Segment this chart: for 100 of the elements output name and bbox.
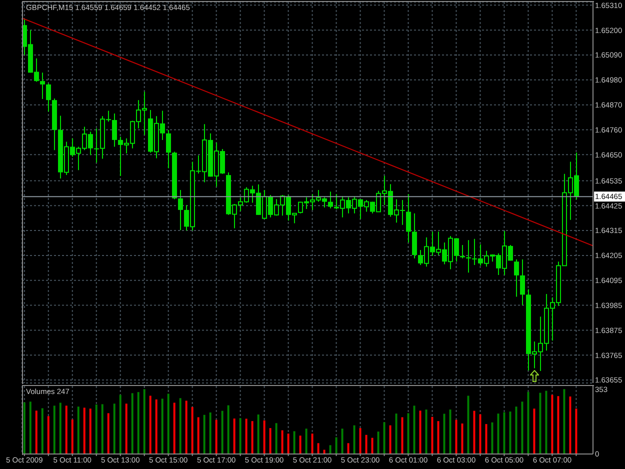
bar bbox=[485, 424, 488, 454]
bar bbox=[245, 418, 248, 454]
bar bbox=[281, 430, 284, 454]
bar bbox=[191, 406, 194, 454]
candlestick bbox=[412, 212, 417, 259]
bar bbox=[311, 434, 314, 454]
bar bbox=[233, 418, 236, 454]
bar bbox=[377, 432, 380, 454]
candlestick bbox=[178, 190, 183, 231]
bar bbox=[353, 425, 356, 454]
bar bbox=[455, 420, 458, 454]
candlestick bbox=[520, 258, 525, 306]
bar bbox=[329, 445, 332, 454]
candlestick bbox=[406, 194, 411, 244]
bar bbox=[545, 390, 548, 454]
bar bbox=[227, 405, 230, 454]
bar bbox=[557, 396, 560, 454]
bar bbox=[575, 408, 578, 454]
bar bbox=[47, 416, 50, 454]
bar bbox=[395, 414, 398, 454]
bar bbox=[179, 398, 182, 454]
bar bbox=[89, 408, 92, 454]
bar bbox=[419, 410, 422, 454]
bar bbox=[101, 404, 104, 454]
bar bbox=[473, 410, 476, 454]
bar bbox=[293, 431, 296, 454]
bar bbox=[515, 406, 518, 454]
bar bbox=[467, 396, 470, 454]
bar bbox=[257, 414, 260, 454]
candlestick bbox=[46, 82, 51, 112]
bar bbox=[503, 412, 506, 454]
bar bbox=[287, 434, 290, 454]
bar bbox=[35, 410, 38, 454]
bar bbox=[305, 428, 308, 454]
bar bbox=[533, 408, 536, 454]
bar bbox=[263, 420, 266, 454]
bar bbox=[155, 399, 158, 454]
bar bbox=[149, 396, 152, 454]
bar bbox=[479, 414, 482, 454]
bar bbox=[509, 412, 512, 454]
bar bbox=[491, 422, 494, 454]
bar bbox=[29, 402, 32, 454]
bar bbox=[23, 402, 26, 454]
bar bbox=[137, 392, 140, 454]
bar bbox=[113, 404, 116, 454]
bar bbox=[239, 418, 242, 454]
bar bbox=[563, 389, 566, 454]
bar bbox=[497, 414, 500, 454]
candlestick bbox=[514, 258, 519, 298]
candlestick bbox=[166, 129, 171, 169]
bar bbox=[269, 428, 272, 454]
bar bbox=[389, 425, 392, 454]
bar bbox=[209, 412, 212, 454]
candlestick bbox=[460, 244, 465, 259]
bar bbox=[371, 438, 374, 454]
bar bbox=[143, 389, 146, 454]
bar bbox=[167, 394, 170, 454]
bar bbox=[365, 434, 368, 454]
bar bbox=[161, 398, 164, 454]
bar bbox=[83, 408, 86, 454]
candlestick bbox=[328, 191, 333, 209]
bar bbox=[95, 404, 98, 454]
bar bbox=[119, 394, 122, 454]
candlestick bbox=[112, 112, 117, 148]
bar bbox=[65, 406, 68, 454]
bar bbox=[53, 406, 56, 454]
bar bbox=[431, 416, 434, 454]
bar bbox=[383, 422, 386, 454]
bar bbox=[125, 404, 128, 454]
bar bbox=[221, 410, 224, 454]
bar bbox=[317, 443, 320, 454]
bar bbox=[401, 417, 404, 454]
bar bbox=[437, 421, 440, 454]
bar bbox=[539, 392, 542, 454]
candlestick bbox=[40, 72, 45, 100]
bar bbox=[275, 423, 278, 454]
bar bbox=[203, 414, 206, 454]
bar bbox=[347, 443, 350, 454]
bar bbox=[425, 410, 428, 454]
bar bbox=[449, 410, 452, 454]
bar bbox=[443, 414, 446, 454]
bar bbox=[521, 402, 524, 454]
bar bbox=[59, 402, 62, 454]
bar bbox=[335, 437, 338, 454]
bar bbox=[551, 394, 554, 454]
bar bbox=[107, 413, 110, 454]
bar bbox=[341, 428, 344, 454]
bar bbox=[197, 417, 200, 454]
bar bbox=[77, 406, 80, 454]
bar bbox=[359, 428, 362, 454]
bar bbox=[251, 421, 254, 454]
bar bbox=[41, 408, 44, 454]
bar bbox=[71, 419, 74, 454]
bar bbox=[185, 400, 188, 454]
bar bbox=[569, 396, 572, 454]
bar bbox=[215, 420, 218, 454]
bar bbox=[461, 423, 464, 454]
bar bbox=[413, 406, 416, 454]
bar bbox=[299, 436, 302, 454]
bar bbox=[173, 402, 176, 454]
